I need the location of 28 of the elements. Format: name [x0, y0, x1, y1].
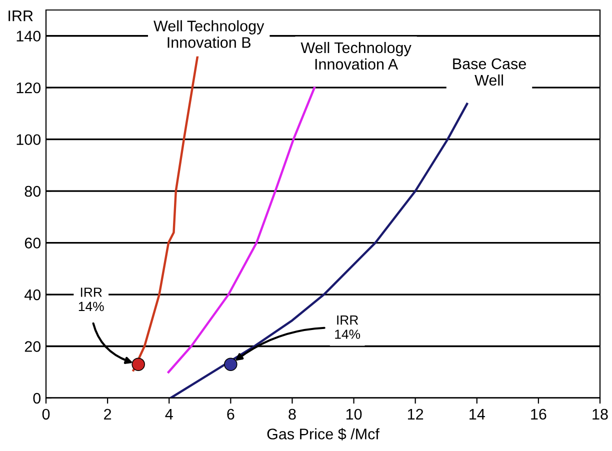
- x-tick-label: 6: [227, 408, 234, 420]
- line-series: [132, 54, 199, 372]
- y-tick-label: 140: [16, 30, 41, 42]
- y-tick-label: 40: [24, 289, 41, 300]
- x-tick-label: 12: [408, 408, 424, 420]
- y-tick-label: 60: [24, 238, 41, 248]
- series-label: Well Technology Innovation A: [300, 42, 412, 70]
- x-axis-title: Gas Price $ /Mcf: [267, 428, 380, 440]
- x-tick-label: 4: [165, 408, 173, 420]
- line-series: [170, 102, 468, 398]
- x-tick-label: 10: [346, 408, 362, 420]
- series-label: Base Case Well: [453, 58, 526, 86]
- annotation: IRR 14%: [335, 315, 360, 339]
- y-tick-label: 120: [16, 82, 41, 94]
- x-tick-label: 18: [592, 408, 608, 420]
- x-tick-label: 16: [531, 408, 546, 420]
- y-tick-label: 100: [16, 134, 41, 146]
- y-tick-label: 80: [24, 186, 41, 197]
- x-tick-label: 14: [470, 408, 485, 420]
- x-tick-label: 2: [104, 408, 112, 420]
- y-tick-label: 20: [24, 341, 41, 352]
- y-axis-title: IRR: [8, 10, 33, 22]
- series-label: Well Technology Innovation B: [154, 20, 264, 48]
- annotation: IRR 14%: [78, 288, 104, 312]
- x-tick-label: 0: [42, 408, 50, 420]
- x-tick-label: 8: [288, 408, 296, 420]
- y-tick-label: 0: [33, 392, 41, 404]
- line-series: [167, 86, 316, 374]
